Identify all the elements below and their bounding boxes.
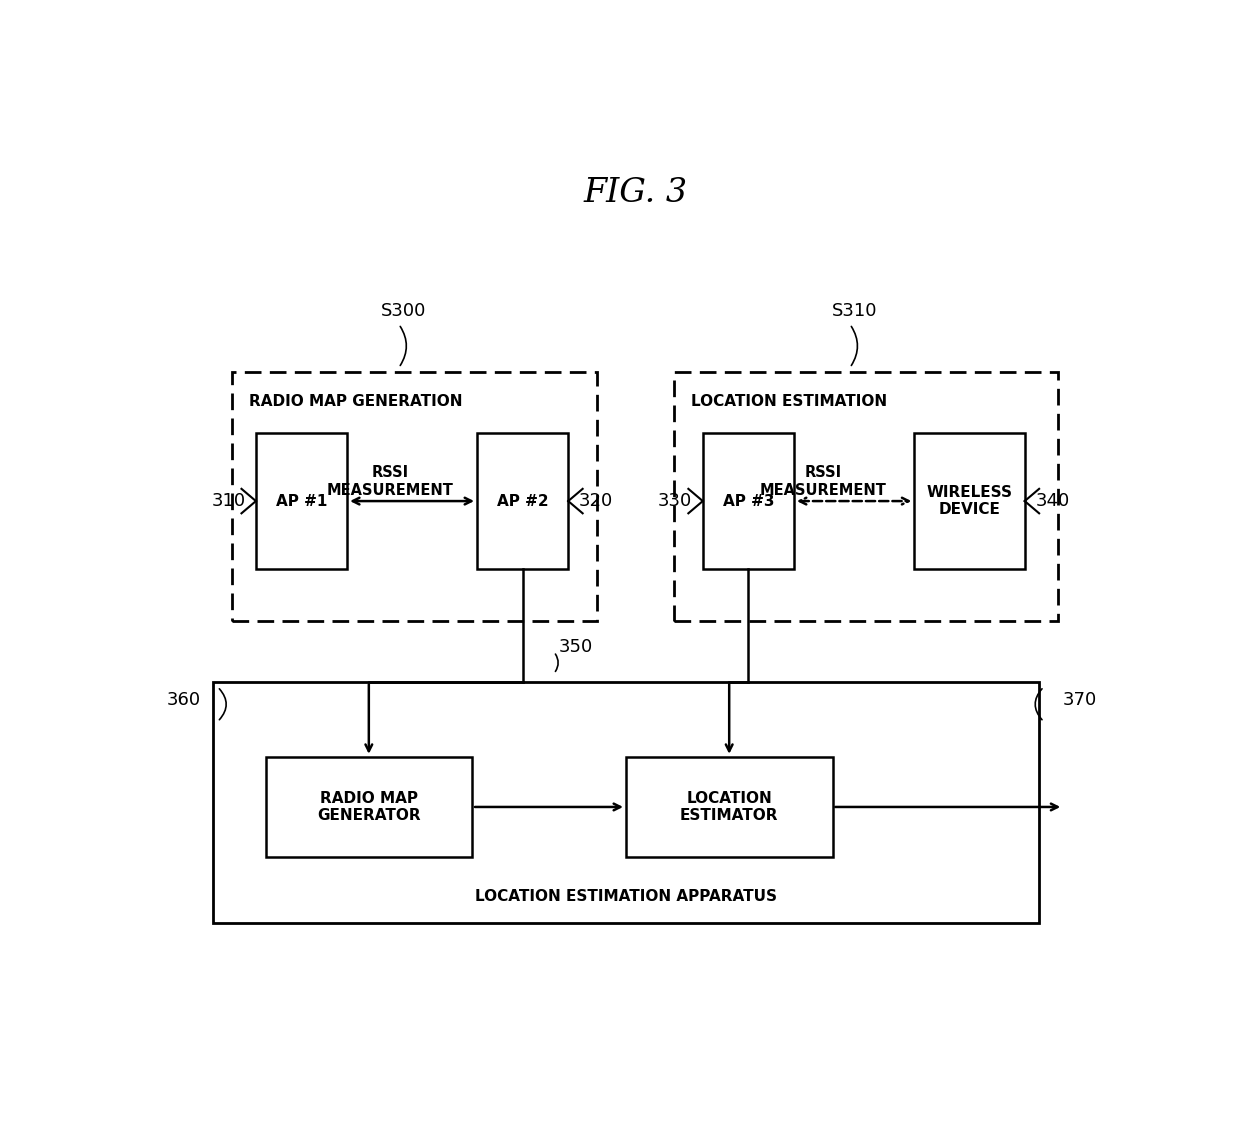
Text: LOCATION ESTIMATION: LOCATION ESTIMATION (691, 394, 888, 409)
Bar (675, 372, 1059, 621)
Text: AP #1: AP #1 (275, 494, 327, 508)
Bar (232, 372, 596, 621)
Bar (626, 757, 832, 857)
Text: 310: 310 (211, 493, 246, 510)
Text: 320: 320 (579, 493, 613, 510)
Text: 370: 370 (1063, 691, 1097, 709)
Bar (213, 682, 1039, 923)
Text: FIG. 3: FIG. 3 (584, 177, 687, 209)
Text: AP #3: AP #3 (723, 494, 774, 508)
Bar (703, 434, 794, 569)
Bar (914, 434, 1024, 569)
Text: LOCATION
ESTIMATOR: LOCATION ESTIMATOR (680, 791, 779, 823)
Bar (265, 757, 472, 857)
Text: LOCATION ESTIMATION APPARATUS: LOCATION ESTIMATION APPARATUS (475, 889, 777, 903)
Bar (477, 434, 568, 569)
Text: 330: 330 (658, 493, 692, 510)
Text: RSSI
MEASUREMENT: RSSI MEASUREMENT (327, 465, 454, 497)
Text: WIRELESS
DEVICE: WIRELESS DEVICE (926, 485, 1012, 518)
Bar (255, 434, 347, 569)
Text: 350: 350 (559, 639, 593, 656)
Text: 360: 360 (167, 691, 201, 709)
Text: RADIO MAP
GENERATOR: RADIO MAP GENERATOR (317, 791, 420, 823)
Text: RSSI
MEASUREMENT: RSSI MEASUREMENT (759, 465, 887, 497)
Text: AP #2: AP #2 (497, 494, 548, 508)
Text: 340: 340 (1035, 493, 1070, 510)
Text: S310: S310 (832, 302, 878, 320)
Text: RADIO MAP GENERATION: RADIO MAP GENERATION (249, 394, 463, 409)
Text: S300: S300 (381, 302, 427, 320)
